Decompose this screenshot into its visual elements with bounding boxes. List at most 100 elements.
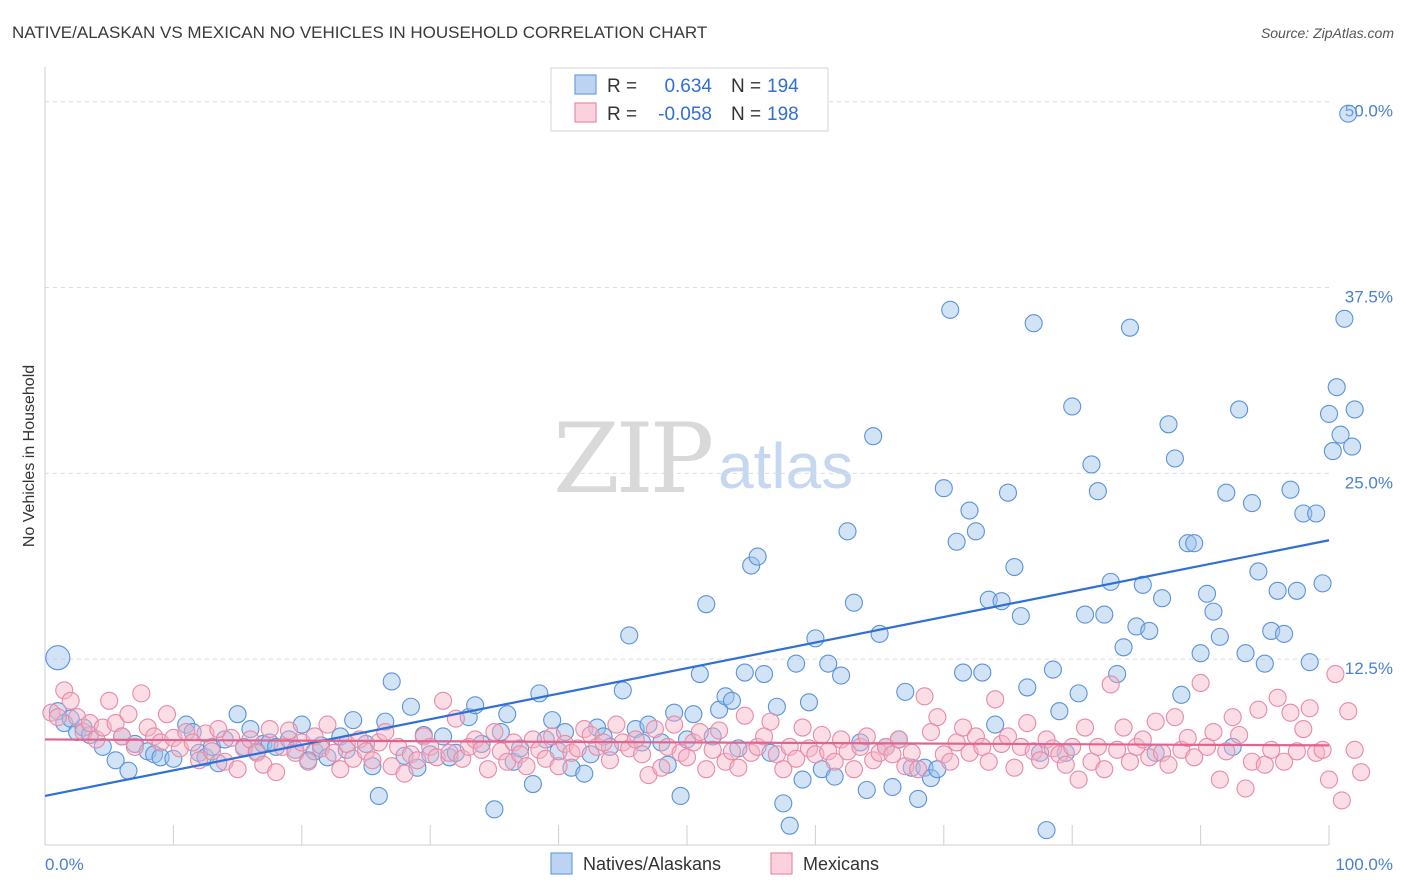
point-mexicans (61, 691, 80, 710)
point-mexicans (466, 730, 485, 749)
point-natives (1343, 437, 1362, 456)
x-tick-label: 0.0% (45, 855, 84, 874)
point-mexicans (1319, 770, 1339, 789)
point-mexicans (1268, 688, 1287, 707)
point-mexicans (1236, 779, 1255, 798)
point-mexicans (286, 743, 305, 762)
point-mexicans (356, 742, 376, 761)
point-natives (1335, 309, 1354, 328)
point-mexicans (48, 708, 67, 727)
x-tick-label: 100.0% (1335, 855, 1393, 874)
bottom-legend-label-mexicans: Mexicans (803, 854, 879, 874)
y-tick-label: 37.5% (1345, 288, 1393, 307)
point-natives (690, 664, 709, 684)
point-mexicans (279, 721, 299, 740)
point-natives (902, 758, 921, 777)
point-mexicans (774, 760, 793, 779)
point-natives (697, 595, 716, 614)
point-natives (1281, 480, 1300, 499)
point-mexicans (1005, 758, 1024, 777)
point-natives (1249, 562, 1268, 581)
point-natives (1230, 400, 1249, 419)
y-axis-label: No Vehicles in Household (21, 365, 38, 547)
point-natives (177, 715, 196, 734)
point-mexicans (1146, 712, 1165, 731)
point-natives (1050, 702, 1069, 721)
bottom-legend-label-natives: Natives/Alaskans (583, 854, 721, 874)
point-natives (1331, 425, 1350, 444)
point-mexicans (421, 737, 440, 756)
point-mexicans (453, 749, 472, 768)
point-natives (498, 705, 517, 724)
point-natives (241, 719, 260, 739)
point-mexicans (228, 760, 247, 779)
point-mexicans (517, 757, 536, 776)
point-mexicans (1191, 673, 1210, 693)
point-natives (1069, 684, 1088, 703)
point-natives (1217, 483, 1236, 502)
point-natives (947, 532, 966, 551)
point-natives (832, 666, 851, 685)
point-natives (1313, 574, 1332, 593)
point-mexicans (568, 739, 587, 758)
point-mexicans (183, 733, 202, 752)
point-mexicans (1024, 742, 1043, 761)
point-natives (1165, 449, 1184, 468)
point-mexicans (915, 687, 934, 706)
point-mexicans (703, 740, 722, 759)
point-natives (1204, 602, 1223, 621)
point-natives (1159, 415, 1178, 434)
point-mexicans (645, 719, 664, 739)
point-natives (1339, 104, 1358, 123)
point-natives (793, 770, 812, 789)
watermark: ZIP atlas (553, 403, 853, 515)
point-natives (799, 693, 819, 712)
point-natives (825, 767, 844, 786)
point-natives (1268, 581, 1287, 600)
point-natives (1153, 589, 1172, 608)
point-mexicans (787, 749, 806, 768)
point-natives (93, 737, 112, 756)
point-natives (376, 712, 395, 731)
point-natives (401, 697, 420, 716)
point-mexicans (761, 712, 780, 731)
point-natives (1037, 821, 1056, 840)
point-mexicans (1069, 770, 1088, 789)
point-natives (735, 663, 754, 682)
point-natives (1210, 627, 1229, 646)
point-mexicans (954, 718, 973, 737)
point-mexicans (119, 705, 138, 724)
point-mexicans (408, 751, 427, 770)
bottom-legend-swatch-mexicans (770, 852, 793, 875)
point-mexicans (710, 721, 729, 740)
point-mexicans (1127, 737, 1146, 756)
point-mexicans (722, 742, 741, 761)
legend-r-value-mexicans: -0.058 (658, 104, 712, 125)
point-mexicans (267, 763, 286, 782)
point-mexicans (729, 758, 748, 777)
point-natives (909, 789, 928, 808)
point-natives (986, 715, 1005, 734)
point-mexicans (472, 740, 491, 759)
y-tick-label: 25.0% (1345, 473, 1393, 492)
y-tick-label: 12.5% (1345, 659, 1393, 678)
point-mexicans (1294, 719, 1313, 739)
point-natives (613, 681, 632, 700)
point-natives (382, 672, 401, 691)
point-natives (896, 682, 915, 701)
point-mexicans (138, 718, 157, 737)
trend-line-mexicans (44, 738, 1330, 747)
point-mexicans (1075, 718, 1095, 737)
point-mexicans (652, 758, 671, 777)
point-natives (722, 691, 741, 710)
point-mexicans (1339, 702, 1358, 721)
point-natives (787, 654, 806, 673)
point-mexicans (1262, 740, 1281, 759)
legend-r-label-natives: R = (607, 76, 637, 97)
point-natives (523, 775, 542, 794)
point-natives (1108, 664, 1127, 684)
watermark-zip: ZIP (553, 403, 712, 515)
series-legend: Natives/Alaskans Mexicans (550, 852, 879, 875)
point-mexicans (260, 719, 279, 739)
